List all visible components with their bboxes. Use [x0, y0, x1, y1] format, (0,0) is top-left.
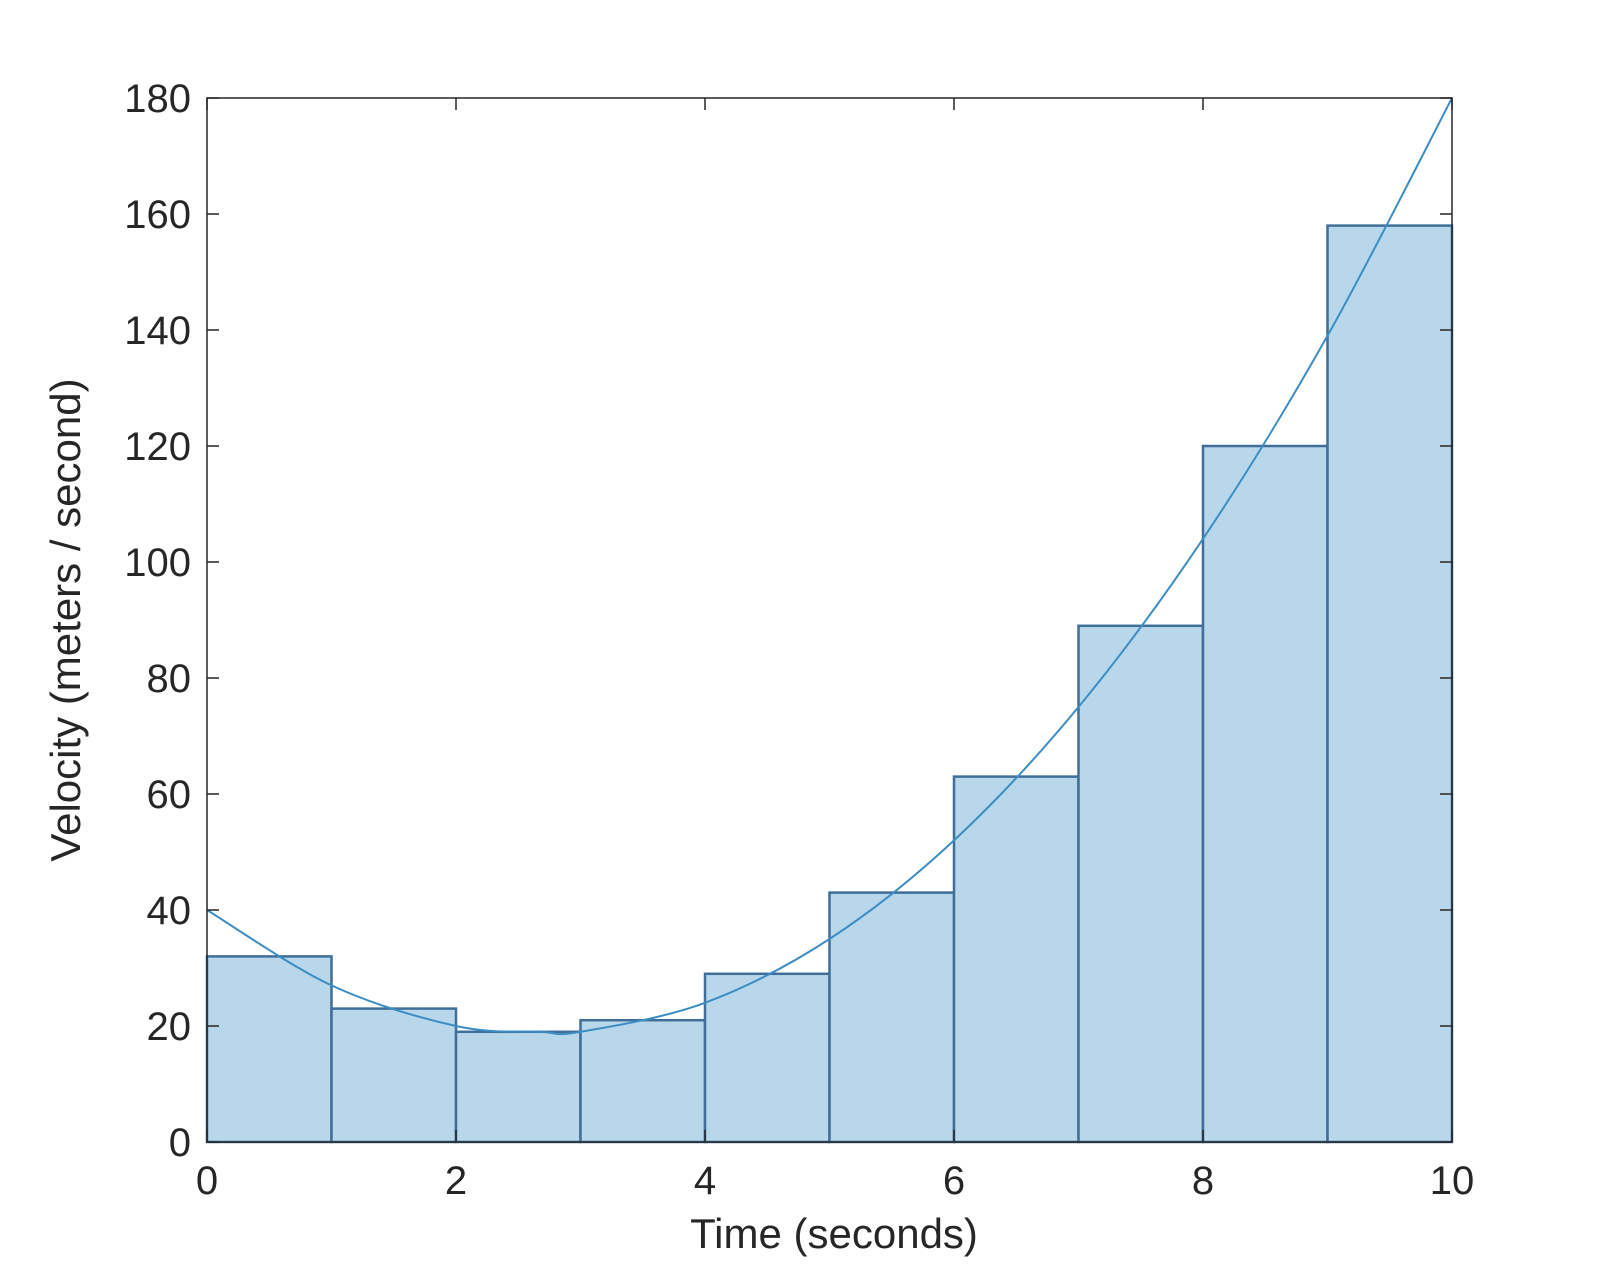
histogram-bar-5 [703, 972, 831, 1144]
bars [205, 224, 1454, 1144]
y-tick-label: 80 [147, 657, 192, 701]
x-tick-label: 0 [196, 1159, 218, 1203]
y-tick-label: 20 [147, 1005, 192, 1049]
x-tick-label: 10 [1430, 1159, 1475, 1203]
y-tick-label: 40 [147, 889, 192, 933]
x-tick-label: 8 [1192, 1159, 1214, 1203]
plot-frame [206, 97, 1453, 1143]
histogram-bar-7 [952, 775, 1080, 1144]
velocity-curve [206, 97, 1453, 1036]
y-tick-label: 140 [124, 309, 191, 353]
y-axis-title: Velocity (meters / second) [42, 378, 89, 861]
histogram-bar-8 [1077, 624, 1205, 1144]
histogram-bar-4 [579, 1018, 707, 1144]
velocity-curve-layer [206, 97, 1453, 1036]
y-tick-label: 120 [124, 425, 191, 469]
y-tick-label: 160 [124, 193, 191, 237]
x-axis-title: Time (seconds) [690, 1210, 978, 1257]
y-tick-label: 180 [124, 77, 191, 121]
y-tick-label: 0 [169, 1121, 191, 1165]
axes [206, 97, 1453, 1143]
y-tick-label: 100 [124, 541, 191, 585]
x-tick-label: 6 [943, 1159, 965, 1203]
histogram-bar-3 [454, 1030, 582, 1144]
x-tick-label: 2 [445, 1159, 467, 1203]
y-tick-label: 60 [147, 773, 192, 817]
histogram-bar-1 [205, 955, 333, 1144]
histogram-bar-9 [1201, 444, 1329, 1144]
histogram-bar-10 [1326, 224, 1454, 1144]
histogram-bar-6 [828, 891, 956, 1144]
histogram-bar-2 [330, 1007, 458, 1144]
x-tick-label: 4 [694, 1159, 716, 1203]
